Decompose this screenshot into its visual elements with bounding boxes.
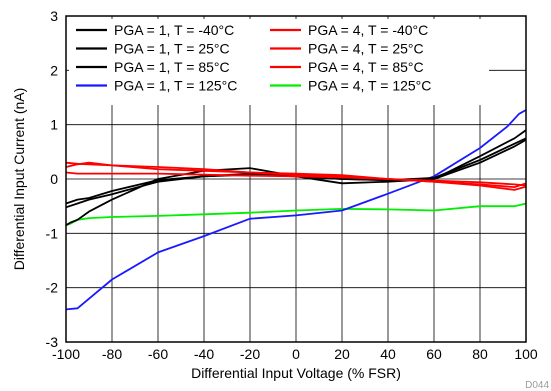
x-tick-label: -40 (194, 346, 214, 362)
x-tick-label: -20 (240, 346, 260, 362)
figure-id: D044 (525, 380, 549, 391)
x-tick-label: -100 (52, 346, 80, 362)
x-tick-label: 100 (514, 346, 538, 362)
x-tick-label: -60 (148, 346, 168, 362)
x-tick-label: 0 (292, 346, 300, 362)
legend-background (69, 19, 489, 105)
legend-label: PGA = 4, T = 125°C (308, 78, 431, 94)
tick-labels: -100 -80 -60 -40 -20 0 20 40 60 80 100 -3 -2 -1 0 1 2 3 (46, 8, 538, 362)
series-line-2 (65, 137, 527, 209)
x-axis-title: Differential Input Voltage (% FSR) (191, 365, 401, 381)
x-tick-label: 60 (426, 346, 442, 362)
y-tick-label: 0 (50, 171, 58, 187)
legend: PGA = 1, T = -40°C PGA = 1, T = 25°C PGA =… (69, 19, 489, 105)
y-axis-title: Differential Input Current (nA) (11, 88, 27, 271)
y-tick-label: -3 (46, 334, 59, 350)
legend-label: PGA = 4, T = -40°C (308, 22, 428, 38)
series-line-7 (65, 171, 527, 189)
legend-label: PGA = 4, T = 85°C (308, 59, 424, 75)
x-tick-label: 20 (334, 346, 350, 362)
x-tick-label: 40 (380, 346, 396, 362)
legend-label: PGA = 1, T = 125°C (114, 78, 237, 94)
series-line-8 (65, 202, 527, 227)
y-tick-label: 2 (50, 62, 58, 78)
y-tick-label: 1 (50, 117, 58, 133)
series-line-3 (65, 129, 527, 226)
legend-label: PGA = 1, T = 85°C (114, 59, 230, 75)
plot-frame (65, 15, 527, 343)
x-tick-label: 80 (472, 346, 488, 362)
legend-label: PGA = 1, T = -40°C (114, 22, 234, 38)
legend-label: PGA = 4, T = 25°C (308, 41, 424, 57)
series-layer (65, 109, 527, 311)
y-tick-label: 3 (50, 8, 58, 24)
series-line-4 (65, 109, 527, 311)
legend-label: PGA = 1, T = 25°C (114, 41, 230, 57)
y-tick-label: -2 (46, 280, 59, 296)
series-line-6 (65, 161, 527, 191)
x-tick-label: -80 (102, 346, 122, 362)
y-tick-label: -1 (46, 225, 59, 241)
